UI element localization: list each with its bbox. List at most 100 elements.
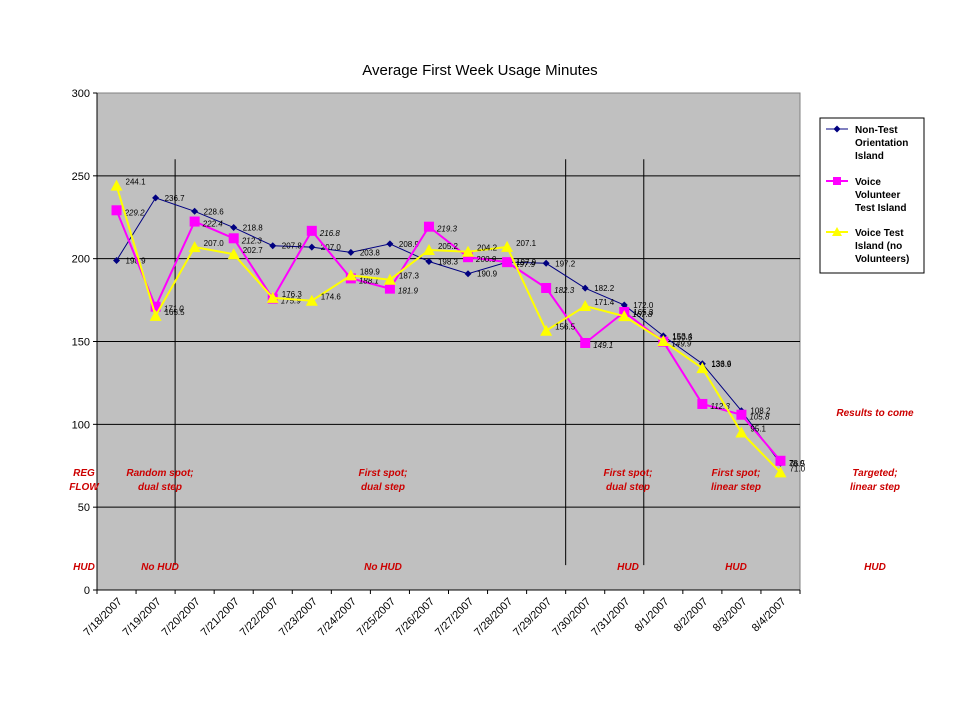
data-label: 108.2 (750, 407, 771, 416)
data-point (386, 240, 394, 248)
x-tick-label: 7/23/2007 (277, 596, 320, 639)
phase-annotation: HUD (725, 562, 747, 573)
data-label: 207.0 (204, 239, 225, 248)
data-label: 208.9 (399, 240, 420, 249)
phase-annotation: FLOW (69, 482, 100, 493)
y-tick-label: 250 (72, 171, 90, 183)
legend-box (819, 117, 925, 274)
series-1: 229.2 171.0 222.4 212.3 175.9 216.8 188.1 181.9… (111, 205, 805, 468)
data-label: 171.0 (164, 305, 185, 314)
x-tick-label: 7/24/2007 (316, 596, 359, 639)
x-tick-label: 7/31/2007 (589, 596, 632, 639)
x-tick-label: 7/25/2007 (355, 596, 398, 639)
x-tick-label: 7/28/2007 (472, 596, 515, 639)
data-label: 133.9 (711, 360, 732, 369)
data-point (423, 221, 434, 232)
series-line (115, 185, 782, 474)
data-point (228, 233, 239, 244)
y-tick-label: 200 (72, 254, 90, 266)
y-tick-label: 100 (72, 419, 90, 431)
data-point (657, 335, 670, 347)
data-point (736, 409, 747, 420)
phase-annotation: First spot; (604, 468, 653, 479)
data-label: 176.3 (282, 290, 303, 299)
legend-label: Non-Test Orientation Island (855, 125, 908, 162)
series-line (115, 209, 782, 462)
data-label: 136.6 (711, 360, 732, 369)
data-label: 190.9 (477, 270, 498, 279)
data-label: 165.3 (633, 308, 654, 317)
x-tick-label: 7/18/2007 (82, 596, 125, 639)
data-point (227, 248, 240, 260)
data-label: 197.2 (555, 259, 576, 268)
data-label: 165.5 (165, 308, 186, 317)
data-point (696, 362, 709, 374)
data-label: 188.1 (359, 276, 379, 285)
x-tick-label: 8/2/2007 (672, 596, 711, 635)
data-point (697, 398, 708, 409)
phase-annotation: HUD (617, 562, 639, 573)
data-label: 189.9 (360, 267, 381, 276)
data-label: 95.1 (750, 424, 766, 433)
data-point (462, 245, 475, 257)
data-label: 216.8 (319, 229, 341, 238)
phase-annotation: dual step (138, 482, 182, 493)
data-point (383, 273, 396, 285)
legend-swatch-marker (833, 125, 841, 133)
data-point (541, 282, 552, 293)
data-point (774, 466, 787, 478)
data-label: 149.1 (593, 341, 613, 350)
data-point (579, 300, 592, 312)
data-label: 198.9 (126, 256, 147, 265)
data-label: 171.4 (594, 298, 615, 307)
data-label: 153.4 (672, 332, 693, 341)
data-label: 198.3 (438, 257, 459, 266)
data-point (150, 301, 161, 312)
phase-annotation: First spot; (712, 468, 761, 479)
data-point (540, 324, 553, 336)
data-point (618, 310, 631, 322)
data-point (580, 337, 591, 348)
data-label: 182.2 (594, 284, 615, 293)
data-label: 197.9 (515, 260, 536, 269)
x-tick-label: 7/21/2007 (199, 596, 242, 639)
data-point (735, 426, 748, 438)
data-point (347, 248, 355, 256)
x-tick-label: 7/27/2007 (433, 596, 476, 639)
data-label: 174.6 (321, 293, 342, 302)
data-label: 149.9 (671, 340, 692, 349)
y-tick-label: 300 (72, 88, 90, 100)
data-label: 78.0 (788, 459, 804, 468)
data-label: 150.3 (672, 333, 693, 342)
x-tick-label: 7/26/2007 (394, 596, 437, 639)
y-tick-label: 0 (84, 585, 90, 597)
phase-annotation: Targeted; (852, 468, 897, 479)
phase-annotation: Results to come (836, 408, 914, 419)
data-label: 228.6 (204, 207, 225, 216)
phase-annotation: No HUD (364, 562, 402, 573)
data-label: 76.5 (789, 459, 805, 468)
series-0: 198.9 236.7 228.6 218.8 207.8 207.0 203.8 208.9… (113, 194, 806, 468)
data-label: 207.8 (282, 242, 303, 251)
data-point (306, 225, 317, 236)
data-point (502, 257, 513, 268)
legend: Non-Test Orientation Island Voice Volunteer T… (819, 117, 925, 274)
phase-annotation: HUD (73, 562, 95, 573)
y-tick-label: 150 (72, 337, 90, 349)
series-2: 244.1 165.5 207.0 202.7 176.3 174.6 189.9 187.3… (110, 178, 806, 478)
x-tick-label: 8/1/2007 (633, 596, 672, 635)
data-label: 200.9 (475, 255, 497, 264)
phase-annotation: REG (73, 468, 95, 479)
data-label: 218.8 (243, 224, 264, 233)
data-label: 203.8 (360, 248, 381, 257)
data-label: 222.4 (202, 220, 224, 229)
legend-label: Voice Test Island (no Volunteers) (855, 228, 909, 265)
data-label: 182.3 (554, 286, 575, 295)
data-label: 219.3 (436, 225, 458, 234)
phase-annotation: dual step (606, 482, 650, 493)
legend-label: Voice Volunteer Test Island (855, 177, 907, 214)
data-label: 187.3 (399, 272, 420, 281)
data-point (775, 455, 786, 466)
data-point (111, 205, 122, 216)
